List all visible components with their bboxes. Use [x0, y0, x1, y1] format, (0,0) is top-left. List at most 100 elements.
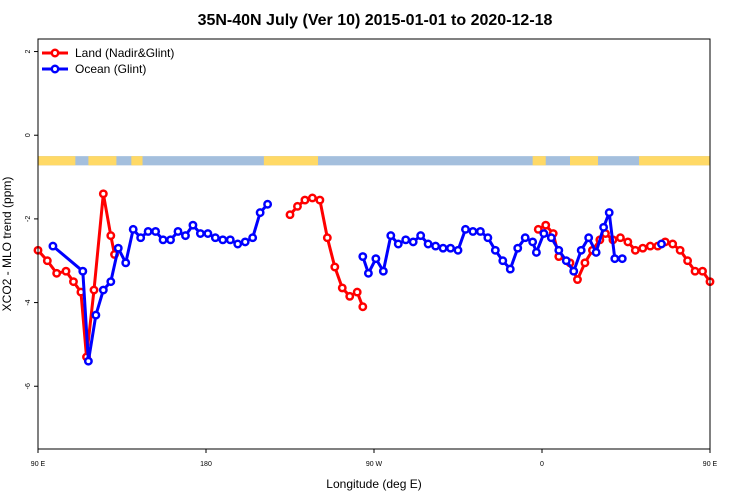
series-land: [33, 189, 715, 362]
data-point: [322, 233, 332, 243]
y-tick-label: -2: [25, 216, 32, 222]
legend-marker: [50, 48, 60, 58]
data-point: [528, 237, 538, 247]
data-point: [78, 266, 88, 276]
data-point: [475, 226, 485, 236]
data-point: [490, 245, 500, 255]
data-point: [615, 233, 625, 243]
data-point: [293, 201, 302, 211]
x-tick-label: 0: [540, 461, 544, 468]
data-point: [255, 208, 265, 218]
data-point: [98, 189, 108, 199]
land-band: [532, 156, 546, 166]
data-point: [363, 268, 373, 278]
y-tick-label: 0: [25, 133, 32, 137]
data-point: [446, 243, 455, 253]
data-point: [91, 310, 101, 320]
data-point: [599, 222, 609, 232]
series-line: [288, 196, 365, 308]
data-point: [513, 243, 523, 253]
data-point: [218, 235, 228, 245]
data-point: [315, 195, 325, 205]
data-point: [576, 245, 586, 255]
data-point: [468, 226, 478, 236]
data-point: [48, 241, 58, 251]
land-sea-strip: [38, 156, 710, 166]
data-point: [188, 220, 198, 230]
data-point: [210, 233, 220, 243]
data-point: [393, 239, 403, 249]
legend: Land (Nadir&Glint) Ocean (Glint): [42, 46, 174, 76]
series-line: [537, 223, 712, 283]
data-point: [533, 224, 543, 234]
data-point: [42, 256, 52, 266]
series-ocean: [48, 199, 666, 366]
data-point: [113, 243, 123, 253]
legend-marker: [50, 64, 60, 74]
data-point: [240, 237, 250, 247]
data-point: [401, 235, 411, 245]
data-point: [143, 226, 153, 236]
land-band: [639, 156, 710, 166]
data-point: [106, 231, 116, 241]
data-point: [345, 291, 355, 301]
data-point: [604, 208, 614, 218]
data-point: [181, 231, 190, 241]
x-tick-label: 90 W: [366, 461, 383, 468]
land-band: [38, 156, 76, 166]
data-point: [61, 266, 71, 276]
legend-label: Ocean (Glint): [75, 62, 146, 76]
series-layer: [33, 189, 715, 366]
data-point: [225, 235, 235, 245]
series-line: [36, 192, 117, 359]
data-point: [541, 220, 551, 230]
data-point: [630, 245, 640, 255]
data-point: [591, 247, 601, 257]
data-point: [623, 237, 633, 247]
data-point: [83, 356, 93, 366]
land-band: [131, 156, 143, 166]
land-band: [88, 156, 117, 166]
data-point: [531, 247, 541, 257]
land-band: [263, 156, 318, 166]
x-tick-label: 180: [200, 461, 212, 468]
data-point: [121, 258, 131, 268]
data-point: [668, 239, 678, 249]
y-axis-label: XCO2 - MLO trend (ppm): [0, 177, 14, 312]
data-point: [166, 235, 175, 245]
data-point: [386, 231, 396, 241]
data-point: [203, 229, 213, 238]
data-point: [408, 237, 418, 247]
data-point: [657, 239, 666, 249]
data-point: [285, 210, 295, 220]
legend-label: Land (Nadir&Glint): [75, 46, 174, 60]
data-point: [69, 277, 78, 287]
data-point: [158, 235, 168, 245]
data-point: [307, 193, 317, 203]
data-point: [505, 264, 515, 274]
y-tick-label: 2: [25, 50, 32, 54]
data-point: [136, 233, 146, 243]
data-point: [580, 258, 590, 268]
ocean-band: [38, 156, 710, 166]
data-point: [698, 266, 707, 276]
data-point: [358, 252, 368, 262]
data-point: [675, 245, 685, 255]
data-point: [520, 233, 530, 243]
data-point: [498, 256, 508, 266]
x-axis-label: Longitude (deg E): [326, 477, 421, 491]
data-point: [52, 268, 62, 278]
data-point: [128, 224, 138, 234]
data-point: [337, 283, 347, 293]
y-tick-label: -6: [25, 383, 32, 389]
data-point: [645, 241, 655, 251]
data-point: [263, 199, 273, 209]
x-tick-label: 90 E: [31, 461, 46, 468]
data-point: [300, 195, 310, 205]
data-point: [248, 233, 258, 243]
data-point: [378, 266, 388, 276]
data-point: [330, 262, 340, 272]
data-point: [638, 243, 648, 253]
data-point: [573, 275, 582, 285]
